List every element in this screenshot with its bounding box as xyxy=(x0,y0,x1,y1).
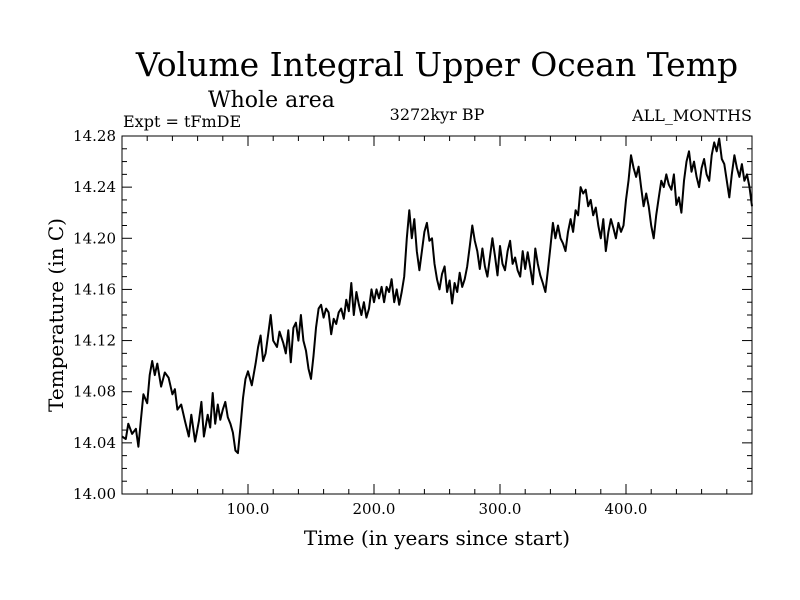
x-axis-label: Time (in years since start) xyxy=(304,526,570,550)
chart-subtitle: Whole area xyxy=(208,88,335,113)
y-tick-label: 14.04 xyxy=(73,434,116,452)
y-tick-label: 14.28 xyxy=(73,127,116,145)
y-tick-label: 14.20 xyxy=(73,229,116,247)
x-tick-label: 300.0 xyxy=(479,500,522,518)
chart-title: Volume Integral Upper Ocean Temp xyxy=(135,45,738,84)
y-axis-label: Temperature (in C) xyxy=(44,218,68,412)
x-tick-label: 100.0 xyxy=(227,500,270,518)
y-tick-label: 14.12 xyxy=(73,332,116,350)
y-tick-label: 14.16 xyxy=(73,280,116,298)
ticks-layer: 100.0 200.0 300.0 400.0 14.00 14.04 14.08 14.12… xyxy=(73,127,752,518)
y-tick-label: 14.08 xyxy=(73,383,116,401)
y-tick-label: 14.00 xyxy=(73,485,116,503)
header-right: ALL_MONTHS xyxy=(631,106,752,125)
x-tick-label: 400.0 xyxy=(605,500,648,518)
y-tick-label: 14.24 xyxy=(73,178,116,196)
x-tick-label: 200.0 xyxy=(353,500,396,518)
header-left: Expt = tFmDE xyxy=(123,112,241,131)
temperature-series-line xyxy=(121,137,753,455)
header-center: 3272kyr BP xyxy=(390,105,485,124)
plot-frame xyxy=(121,135,753,495)
